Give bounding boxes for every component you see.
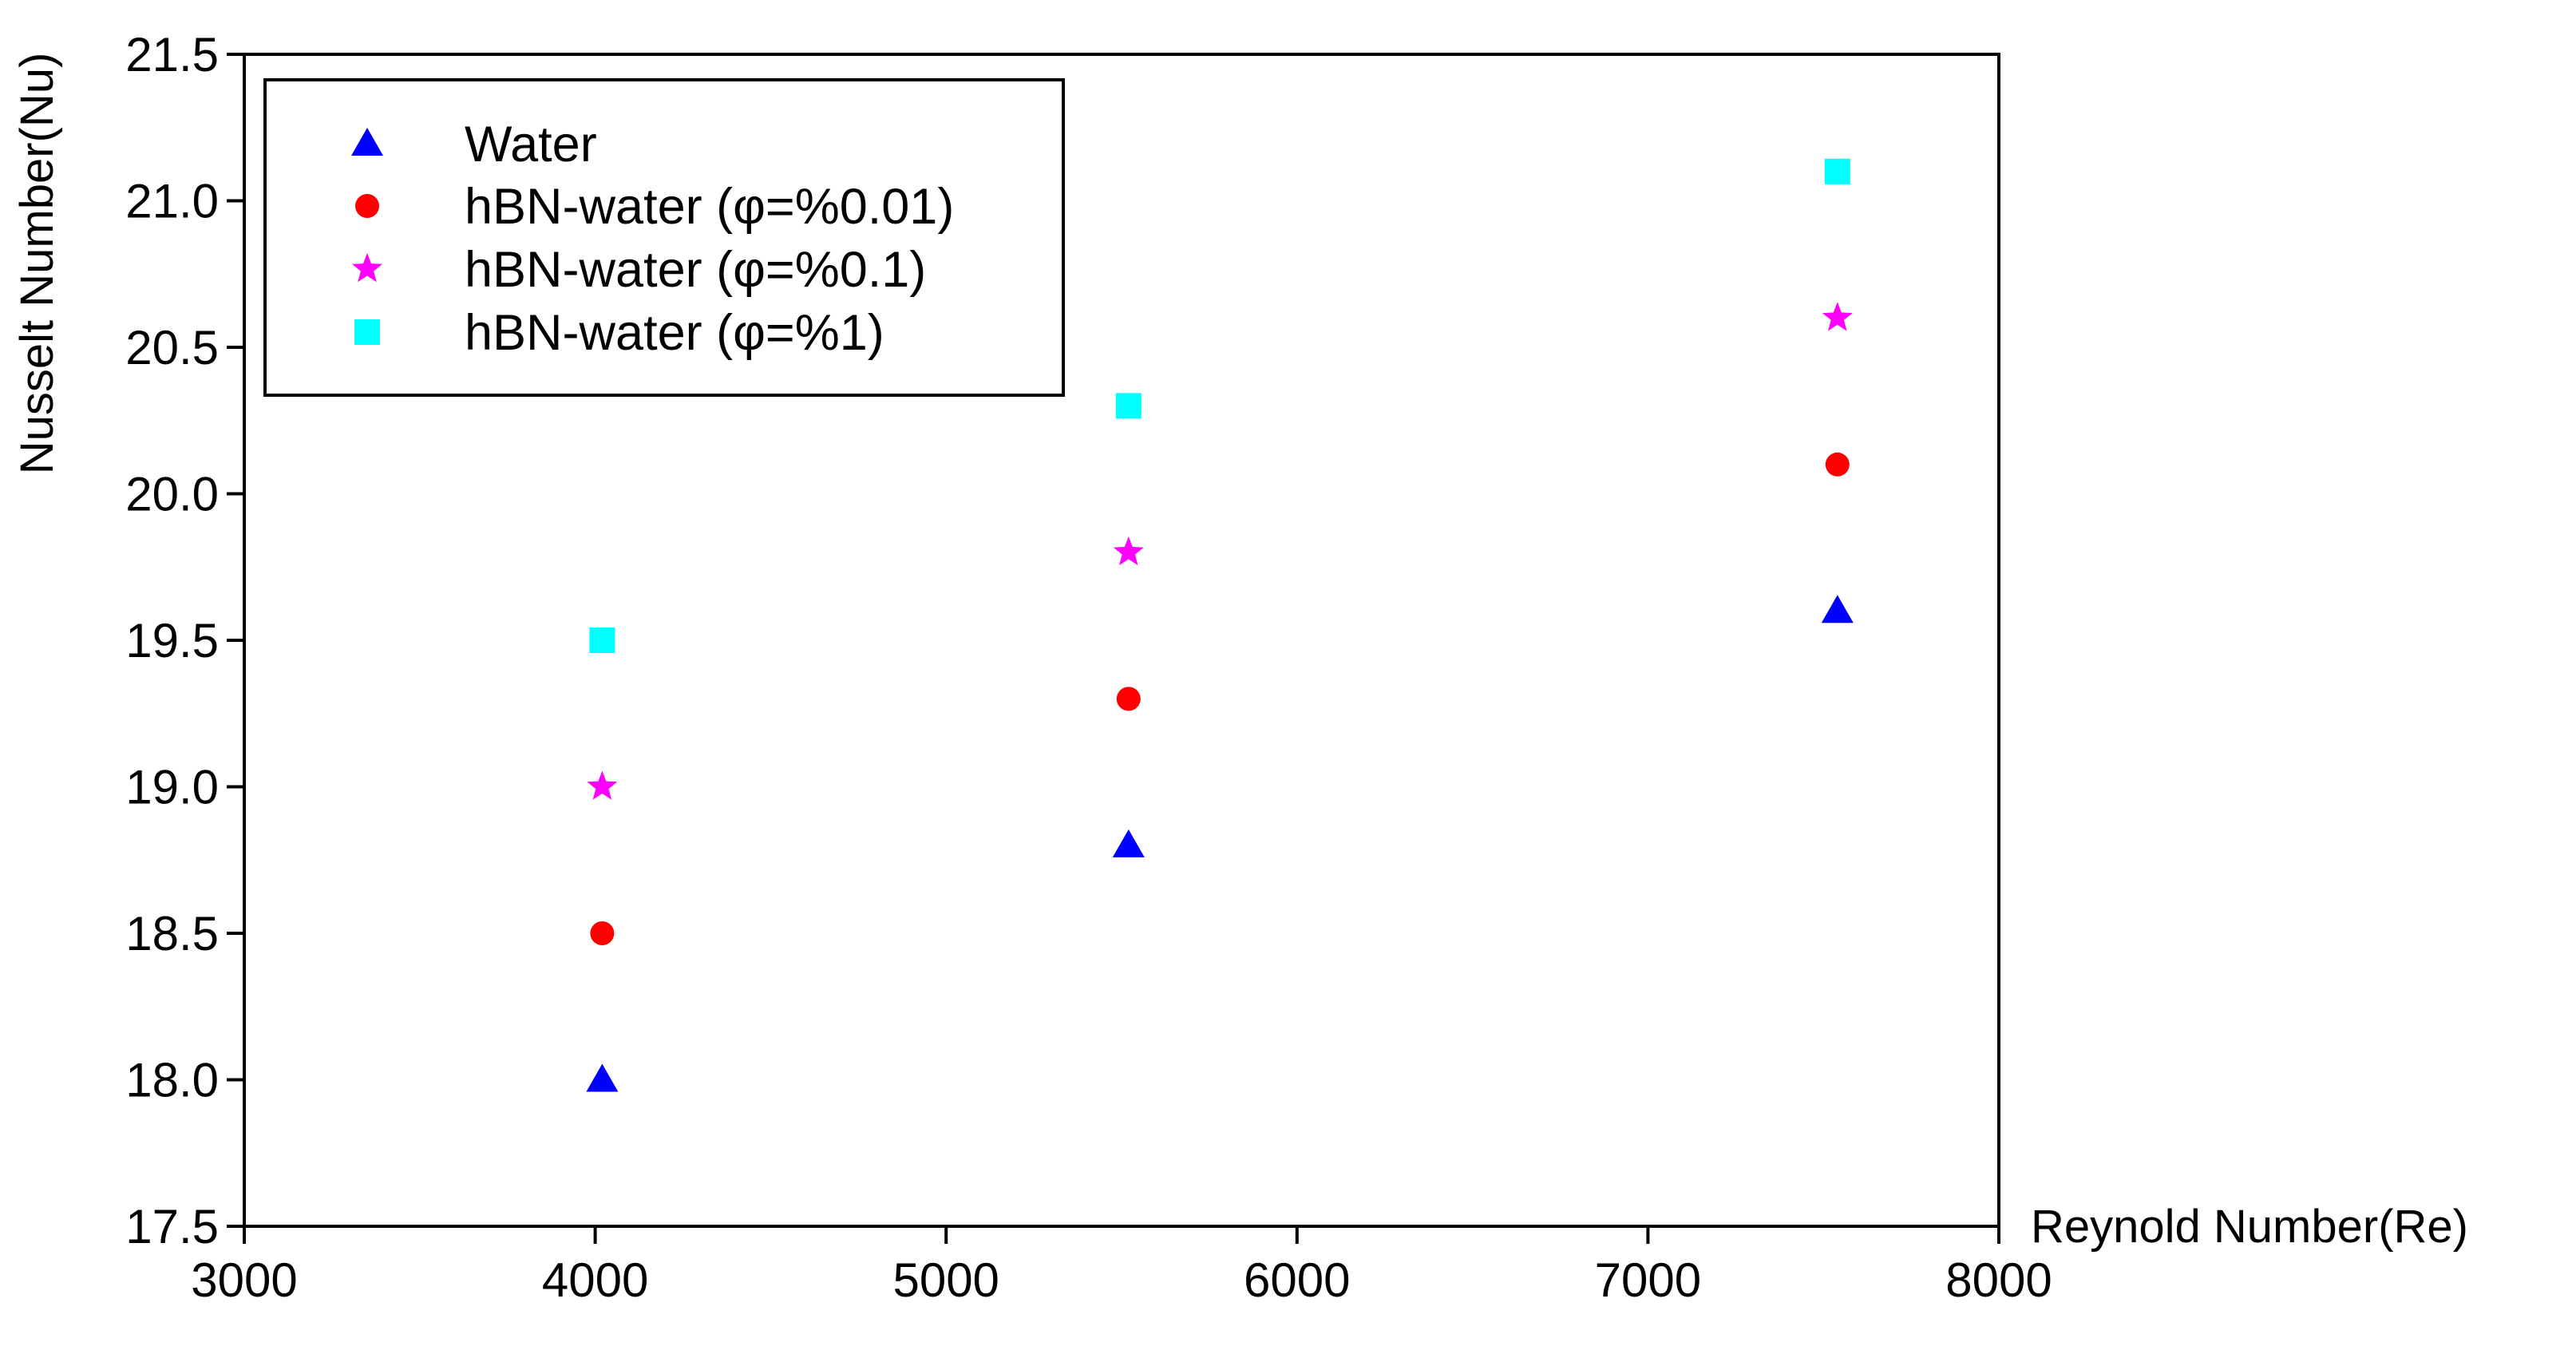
legend-marker — [354, 319, 380, 345]
x-tick-label: 7000 — [1595, 1253, 1701, 1307]
data-point — [1825, 452, 1850, 477]
data-point — [1821, 595, 1854, 624]
y-tick-label: 20.0 — [125, 468, 219, 521]
y-tick-label: 17.5 — [125, 1200, 219, 1253]
x-tick-label: 6000 — [1244, 1253, 1350, 1307]
data-point — [1113, 536, 1144, 566]
data-point — [1112, 829, 1145, 857]
legend-marker — [352, 253, 382, 283]
legend-marker — [355, 194, 379, 218]
legend-label: hBN-water (φ=%0.1) — [465, 242, 926, 298]
y-tick-label: 18.5 — [125, 907, 219, 960]
data-point — [1115, 393, 1142, 419]
x-axis: 3000 4000 5000 6000 7000 8000 — [191, 1226, 2052, 1307]
data-point — [1824, 158, 1850, 184]
data-points — [586, 158, 1854, 1092]
y-axis-title: Nusselt Number(Nu) — [11, 53, 63, 475]
legend-label: hBN-water (φ=%0.01) — [465, 179, 954, 235]
x-axis-title: Reynold Number(Re) — [2031, 1201, 2468, 1253]
data-point — [1822, 302, 1853, 331]
legend-box — [263, 78, 1065, 397]
legend-label: Water — [465, 117, 597, 172]
y-tick-label: 21.5 — [125, 28, 219, 81]
y-tick-label: 19.0 — [125, 761, 219, 814]
data-point — [590, 921, 615, 945]
y-axis: 17.5 18.0 18.5 19.0 19.5 20.0 20.5 21.0 21.5 — [125, 28, 244, 1253]
data-point — [587, 770, 618, 800]
legend-marker — [351, 128, 383, 156]
x-tick-label: 5000 — [892, 1253, 999, 1307]
legend: Water hBN-water (φ=%0.01) hBN-water (φ=%0.… — [263, 78, 1065, 397]
y-tick-label: 19.5 — [125, 614, 219, 667]
y-tick-label: 18.0 — [125, 1054, 219, 1107]
x-tick-label: 3000 — [191, 1253, 297, 1307]
data-point — [586, 1063, 619, 1092]
x-tick-label: 8000 — [1945, 1253, 2052, 1307]
y-tick-label: 21.0 — [125, 175, 219, 228]
y-tick-label: 20.5 — [125, 321, 219, 374]
data-point — [1116, 687, 1141, 711]
data-point — [589, 628, 615, 653]
x-tick-label: 4000 — [542, 1253, 648, 1307]
legend-label: hBN-water (φ=%1) — [465, 305, 884, 361]
